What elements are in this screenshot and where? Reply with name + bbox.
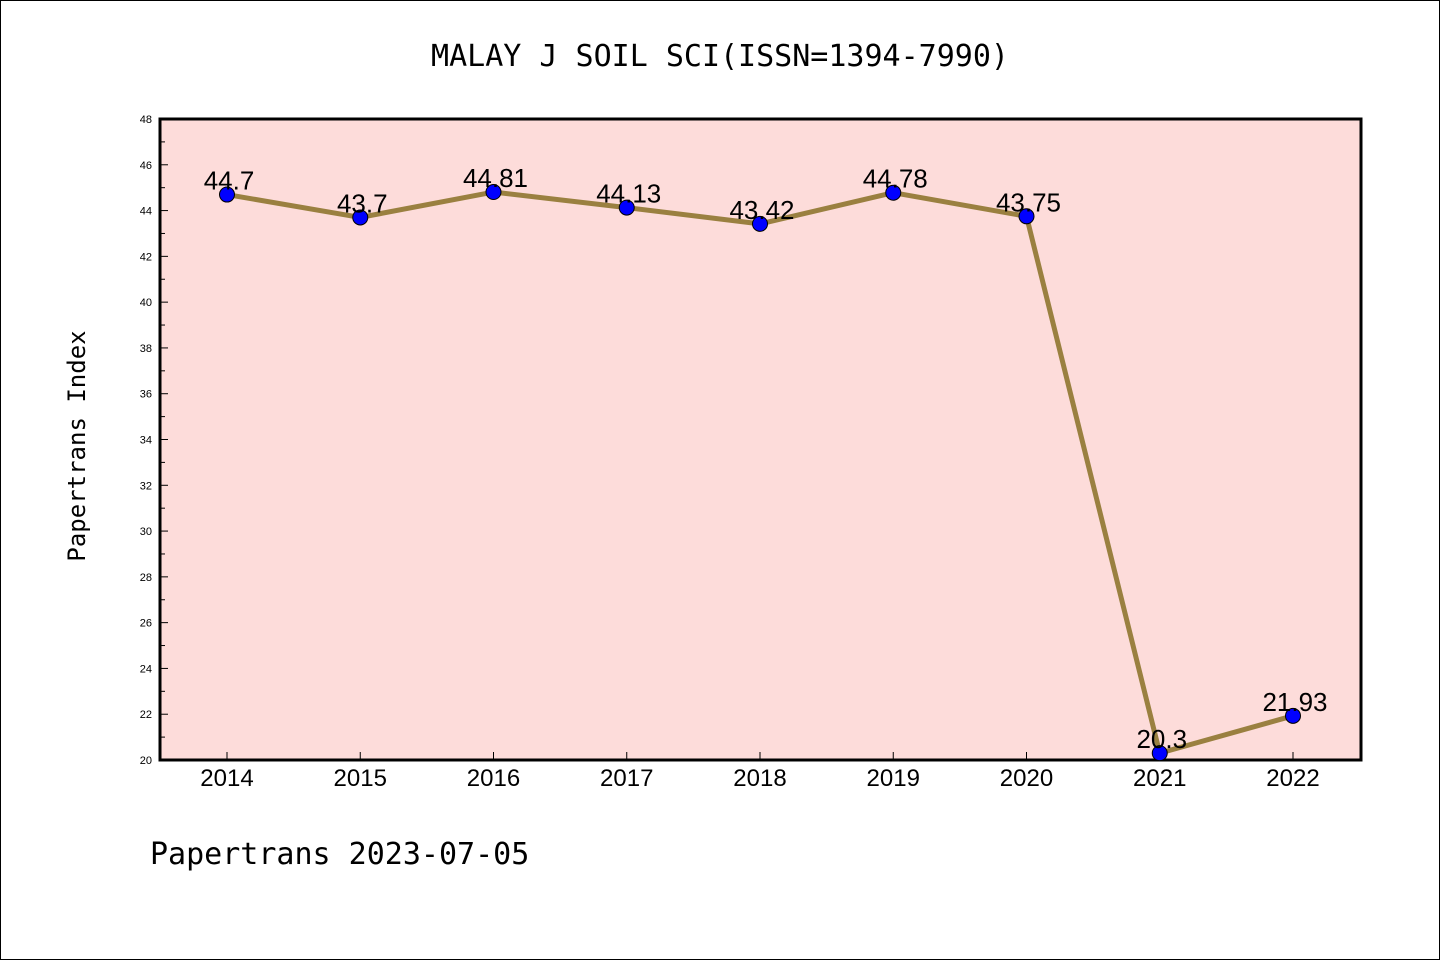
data-label: 44.81 — [463, 163, 528, 193]
data-labels: 44.7 43.7 44.81 44.13 43.42 44.78 43.75 20.3 21.… — [204, 163, 1328, 754]
data-label: 20.3 — [1136, 724, 1187, 754]
data-point-marker — [1151, 745, 1168, 762]
data-point-marker — [885, 184, 902, 201]
data-label: 43.7 — [337, 188, 388, 218]
x-tick-label: 2018 — [733, 765, 786, 792]
y-tick-label: 24 — [140, 663, 152, 675]
y-axis: 20 22 24 26 28 30 32 34 36 38 40 42 44 46 48 — [140, 114, 168, 767]
chart-title: MALAY J SOIL SCI(ISSN=1394-7990) — [431, 39, 1009, 74]
y-tick-label: 36 — [140, 389, 152, 401]
y-tick-label: 48 — [140, 114, 152, 126]
x-tick-label: 2019 — [867, 765, 920, 792]
y-tick-label: 46 — [140, 160, 152, 172]
y-tick-label: 20 — [140, 755, 152, 767]
y-axis-label: Papertrans Index — [63, 330, 91, 561]
y-tick-label: 44 — [140, 206, 152, 218]
data-point-marker — [219, 186, 235, 203]
data-label: 43.75 — [996, 187, 1061, 217]
footer-text: Papertrans 2023-07-05 — [150, 837, 529, 872]
x-tick-label: 2020 — [1000, 765, 1053, 792]
y-tick-label: 34 — [140, 435, 152, 447]
data-label: 21.93 — [1262, 687, 1327, 717]
y-tick-label: 38 — [140, 343, 152, 355]
y-tick-label: 40 — [140, 297, 152, 309]
data-point-marker — [1285, 707, 1301, 724]
x-tick-label: 2016 — [467, 765, 520, 792]
y-tick-label: 26 — [140, 618, 152, 630]
y-tick-label: 30 — [140, 526, 152, 538]
x-tick-label: 2017 — [600, 765, 653, 792]
x-tick-label: 2022 — [1266, 765, 1319, 792]
data-label: 43.42 — [729, 195, 794, 225]
x-tick-label: 2015 — [334, 765, 387, 792]
series-line-group — [219, 184, 1301, 762]
y-tick-label: 22 — [140, 709, 152, 721]
x-axis: 2014 2015 2016 2017 2018 2019 2020 2021 2022 — [200, 752, 1320, 792]
data-point-marker — [1018, 208, 1035, 225]
data-label: 44.78 — [863, 164, 928, 194]
data-point-marker — [752, 215, 768, 232]
data-point-marker — [618, 199, 635, 216]
y-tick-label: 28 — [140, 572, 152, 584]
data-label: 44.13 — [596, 179, 661, 209]
data-label: 44.7 — [204, 166, 255, 196]
data-point-marker — [352, 209, 369, 226]
x-tick-label: 2014 — [200, 765, 253, 792]
y-tick-label: 42 — [140, 251, 152, 263]
data-point-marker — [485, 184, 502, 201]
y-tick-label: 32 — [140, 480, 152, 492]
x-tick-label: 2021 — [1133, 765, 1186, 792]
